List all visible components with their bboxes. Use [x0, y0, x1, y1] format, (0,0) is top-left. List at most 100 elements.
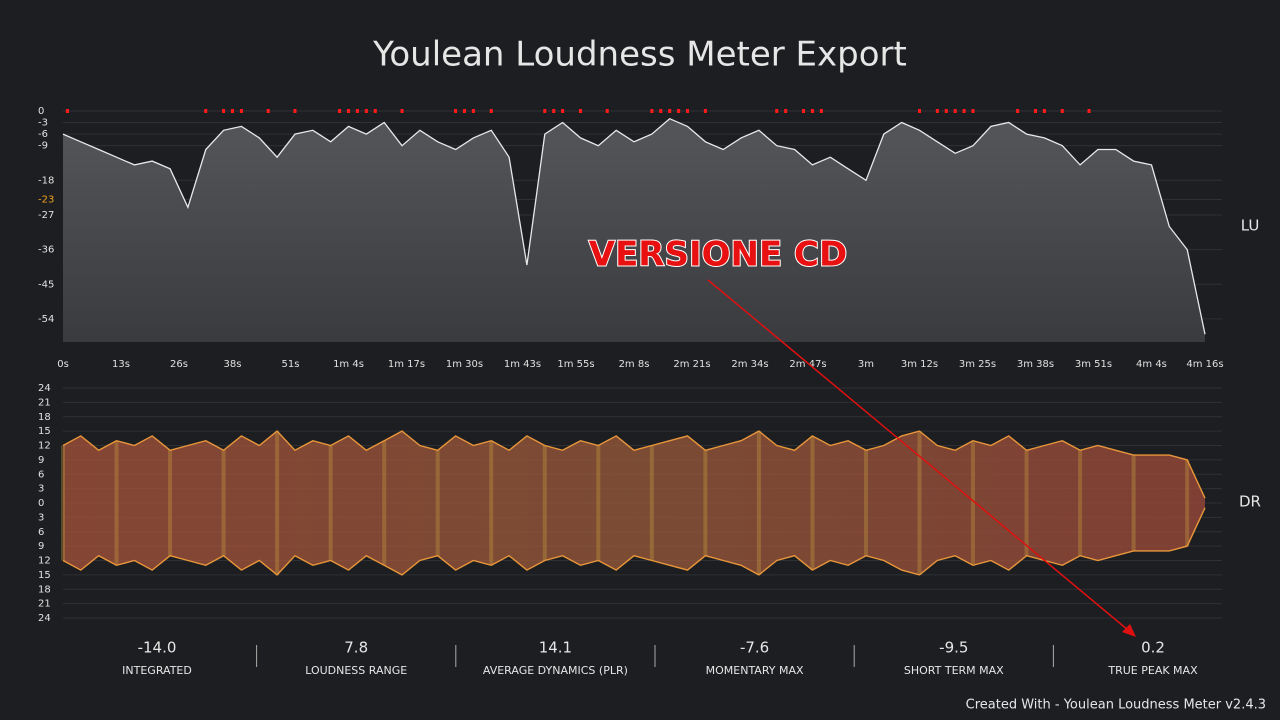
- clip-marker: [489, 109, 493, 113]
- dr-band: [168, 450, 173, 556]
- y-tick-label: 12: [38, 441, 51, 452]
- arrow: [707, 279, 1129, 631]
- stat-label: SHORT TERM MAX: [904, 664, 1004, 677]
- stat-label: TRUE PEAK MAX: [1107, 664, 1198, 677]
- clip-marker: [677, 109, 681, 113]
- y-tick-label: 9: [38, 455, 44, 466]
- clip-marker: [561, 109, 565, 113]
- x-tick-label: 26s: [170, 359, 188, 370]
- dr-band: [435, 450, 440, 556]
- dr-band: [1131, 455, 1136, 551]
- y-tick-label: -36: [38, 245, 54, 256]
- x-tick-label: 1m 43s: [504, 359, 541, 370]
- dr-band: [1078, 450, 1083, 556]
- x-tick-label: 2m 47s: [789, 359, 826, 370]
- y-tick-label: 12: [38, 556, 51, 567]
- x-tick-label: 1m 55s: [557, 359, 594, 370]
- dr-band: [542, 445, 547, 561]
- dr-band: [703, 450, 708, 556]
- clip-marker: [1060, 109, 1064, 113]
- x-tick-label: 2m 34s: [731, 359, 768, 370]
- clip-marker: [962, 109, 966, 113]
- y-tick-label: -3: [38, 118, 48, 129]
- y-tick-label: 24: [38, 383, 51, 394]
- clip-marker: [1087, 109, 1091, 113]
- clip-marker: [347, 109, 350, 113]
- dr-band: [61, 445, 65, 561]
- x-tick-label: 1m 4s: [333, 359, 364, 370]
- clip-marker: [703, 109, 707, 113]
- clip-marker: [355, 109, 359, 113]
- clip-marker: [1033, 109, 1037, 113]
- dr-band: [489, 440, 494, 566]
- clip-marker: [944, 109, 948, 113]
- annotation: VERSIONE CD: [589, 235, 847, 275]
- clip-marker: [552, 109, 556, 113]
- y-label: LU: [1241, 217, 1260, 235]
- y-tick-label: 6: [38, 527, 44, 538]
- dr-band: [596, 445, 601, 561]
- x-tick-label: 2m 21s: [673, 359, 710, 370]
- clip-marker: [650, 109, 654, 113]
- line: [62, 117, 1206, 335]
- clip-marker: [293, 109, 297, 113]
- clip-marker: [935, 109, 939, 113]
- y-tick-label: -54: [38, 314, 54, 325]
- dr-band: [649, 445, 654, 561]
- clip-marker: [65, 109, 69, 113]
- clip-marker: [775, 109, 779, 113]
- y-tick-label: 3: [38, 512, 44, 523]
- y-tick-label: 18: [38, 412, 51, 423]
- clip-marker: [364, 109, 368, 113]
- dr-band: [917, 431, 922, 575]
- clip-marker: [222, 109, 226, 113]
- y-tick-label: 0: [38, 498, 44, 509]
- x-tick-label: 51s: [282, 359, 300, 370]
- dr-band: [275, 431, 280, 575]
- y-tick-label: -23: [38, 195, 54, 206]
- y-tick-label: -18: [38, 175, 54, 186]
- dr-band: [114, 440, 119, 566]
- y-tick-label: 9: [38, 541, 44, 552]
- clip-marker: [918, 109, 921, 113]
- x-tick-label: 13s: [112, 359, 130, 370]
- dr-area: [63, 431, 1205, 575]
- y-tick-label: 6: [38, 469, 44, 480]
- clip-marker: [454, 109, 458, 113]
- y-label: DR: [1239, 493, 1261, 511]
- stat-label: LOUDNESS RANGE: [305, 664, 407, 677]
- clip-marker: [373, 109, 377, 113]
- x-tick-label: 4m 4s: [1136, 359, 1167, 370]
- stat-label: INTEGRATED: [122, 664, 192, 677]
- y-tick-label: 21: [38, 397, 51, 408]
- dr-band: [1024, 450, 1029, 556]
- dr-band: [971, 440, 976, 566]
- x-tick-label: 1m 17s: [388, 359, 425, 370]
- x-tick-label: 3m 51s: [1075, 359, 1112, 370]
- y-tick-label: 21: [38, 599, 51, 610]
- x-tick-label: 1m 30s: [446, 359, 483, 370]
- dr-band: [863, 450, 868, 556]
- dr-band: [810, 435, 815, 571]
- y-tick-label: 3: [38, 484, 44, 495]
- clip-marker: [802, 109, 806, 113]
- y-tick-label: -27: [38, 210, 54, 221]
- clip-marker: [578, 109, 582, 113]
- dr-band: [328, 445, 333, 561]
- arrow-head: [1122, 624, 1136, 637]
- clip-marker: [400, 109, 404, 113]
- y-tick-label: -6: [38, 129, 48, 140]
- x-tick-label: 3m: [858, 359, 874, 370]
- stat-value: 7.8: [344, 639, 368, 657]
- dr-band: [1185, 459, 1190, 547]
- stat-label: AVERAGE DYNAMICS (PLR): [483, 664, 628, 677]
- y-tick-label: -9: [38, 141, 48, 152]
- stat-value: 0.2: [1141, 639, 1165, 657]
- y-tick-label: 24: [38, 613, 51, 624]
- title: Youlean Loudness Meter Export: [372, 35, 907, 75]
- y-tick-label: 15: [38, 426, 51, 437]
- y-tick-label: 18: [38, 584, 51, 595]
- stat-value: 14.1: [539, 639, 572, 657]
- clip-marker: [605, 109, 609, 113]
